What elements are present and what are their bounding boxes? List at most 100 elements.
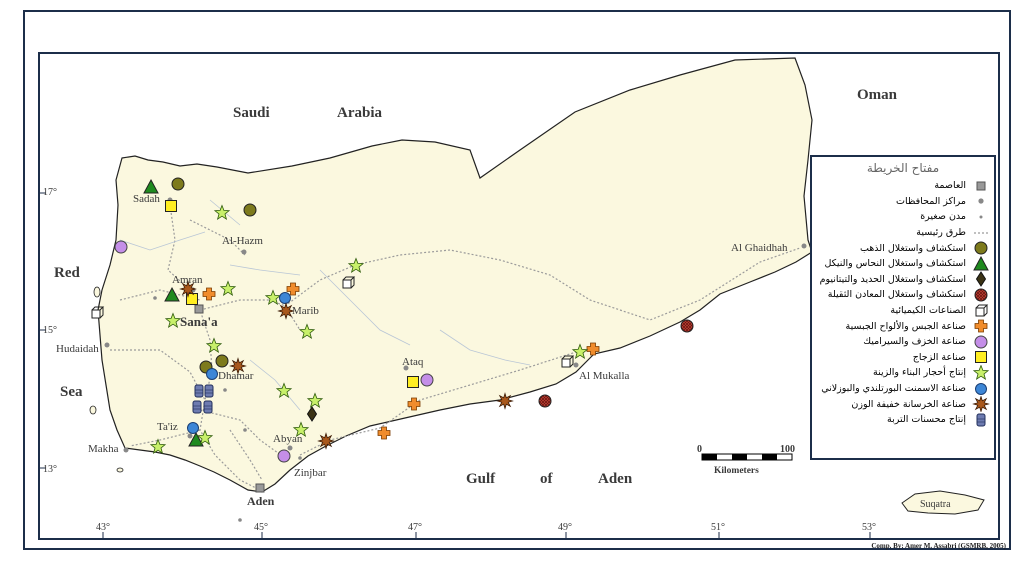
building-stone-star-icon — [347, 257, 365, 274]
taiz-label: Ta'iz — [157, 421, 178, 433]
cement-circle-icon — [972, 382, 990, 396]
legend-row: استكشاف واستغلال النحاس والنيكل — [812, 255, 994, 272]
saudi-label: Saudi — [233, 105, 270, 121]
lon-45-label: 45° — [254, 522, 268, 533]
copper-nickel-triangle-icon — [972, 255, 990, 271]
abyan-label: Abyan — [273, 433, 303, 445]
gypsum-cross-icon — [202, 287, 216, 301]
chemical-cube-icon — [91, 306, 105, 319]
building-stone-star-icon — [972, 364, 990, 380]
legend-row: الصناعات الكيميائية — [812, 303, 994, 319]
building-stone-star-icon — [219, 280, 237, 297]
soil-barrel-icon — [194, 384, 204, 398]
aden-label: Aden — [247, 494, 275, 508]
legend-label: إنتاج أحجار البناء والزينة — [873, 367, 966, 379]
legend-label: إنتاج محسنات التربة — [887, 414, 966, 426]
copper-nickel-triangle-icon — [143, 178, 159, 194]
ceramics-circle-icon — [114, 240, 128, 254]
lat-17-label: 17° — [43, 187, 57, 198]
aden-sea-label: Aden — [598, 471, 633, 487]
city-labels: Sana'a Aden Sadah Al-Hazm Amran Marib Hu… — [56, 193, 951, 510]
lightweight-concrete-burst-icon — [277, 302, 295, 320]
suqatra-label: Suqatra — [920, 499, 951, 510]
legend-row: إنتاج محسنات التربة — [812, 412, 994, 428]
scale-end-label: 100 — [780, 444, 795, 455]
building-stone-star-icon — [213, 204, 231, 221]
chemical-cube-icon — [561, 355, 575, 368]
glass-square-icon — [972, 350, 990, 364]
legend-label: طرق رئيسية — [916, 227, 966, 239]
arabia-label: Arabia — [337, 105, 383, 121]
legend-label: مدن صغيرة — [920, 211, 966, 223]
scale-start-label: 0 — [697, 444, 702, 455]
legend-label: استكشاف واستغلال النحاس والنيكل — [824, 258, 966, 270]
legend-label: العاصمة — [934, 180, 966, 192]
coordinate-labels: 17° 15° 13° 43° 45° 47° 49° 51° 53° — [43, 187, 876, 533]
zinjbar-label: Zinjbar — [294, 467, 327, 479]
governorate-dot-icon — [972, 194, 990, 208]
sanaa-label: Sana'a — [180, 314, 218, 329]
lightweight-concrete-burst-icon — [229, 357, 247, 375]
gypsum-cross-icon — [407, 397, 421, 411]
legend-row: مراكز المحافظات — [812, 194, 994, 210]
wadis — [119, 199, 531, 411]
legend-row: صناعة الجبس والألواح الجبسية — [812, 318, 994, 334]
map-frame — [38, 52, 1000, 540]
small-city-dot-icon — [972, 210, 990, 224]
sea-label: Sea — [60, 384, 83, 400]
capital-square-icon — [972, 179, 990, 193]
legend-row: العاصمة — [812, 178, 994, 194]
gulf-label: Gulf — [466, 471, 496, 487]
makha-label: Makha — [88, 443, 119, 455]
lightweight-concrete-burst-icon — [972, 396, 990, 413]
heavy-metals-hatched-circle-icon — [972, 288, 990, 302]
al-mukalla-label: Al Mukalla — [579, 370, 630, 382]
building-stone-star-icon — [164, 312, 182, 329]
building-stone-star-icon — [571, 343, 589, 360]
scale-unit-label: Kilometers — [714, 466, 759, 476]
legend-label: صناعة الجبس والألواح الجبسية — [845, 320, 966, 332]
legend-label: استكشاف واستغلال الحديد والتيتانيوم — [819, 273, 966, 285]
legend-row: صناعة الخرسانة خفيفة الوزن — [812, 396, 994, 413]
lon-43-label: 43° — [96, 522, 110, 533]
al-ghaidhah-label: Al Ghaidhah — [731, 242, 788, 254]
oman-label: Oman — [857, 87, 898, 103]
building-stone-star-icon — [306, 392, 324, 409]
building-stone-star-icon — [298, 323, 316, 340]
hudaidah-label: Hudaidah — [56, 343, 99, 355]
graticule-ticks — [40, 192, 871, 538]
hanish-island — [89, 405, 97, 415]
building-stone-star-icon — [205, 337, 223, 354]
marib-label: Marib — [292, 305, 319, 317]
soil-barrel-icon — [972, 413, 990, 427]
legend-row: استكشاف واستغلال الحديد والتيتانيوم — [812, 271, 994, 288]
legend-row: طرق رئيسية — [812, 225, 994, 241]
legend-row: صناعة الخزف والسيراميك — [812, 334, 994, 350]
legend-label: صناعة الخرسانة خفيفة الوزن — [851, 398, 966, 410]
cement-circle-icon — [279, 292, 291, 304]
legend-label: مراكز المحافظات — [896, 195, 966, 207]
mineral-symbols — [91, 177, 694, 463]
legend-row: مدن صغيرة — [812, 209, 994, 225]
glass-square-icon — [407, 376, 419, 388]
suqatra-island — [901, 490, 985, 515]
sanaa-capital-icon — [194, 304, 204, 314]
copper-nickel-triangle-icon — [164, 286, 180, 302]
legend-row: صناعة الاسمنت البورتلندي والبوزلاني — [812, 381, 994, 397]
chemical-cube-icon — [972, 304, 990, 318]
lon-53-label: 53° — [862, 522, 876, 533]
dhamar-label: Dhamar — [218, 370, 254, 382]
aden-capital-icon — [255, 483, 265, 493]
soil-barrel-icon — [203, 400, 213, 414]
lightweight-concrete-burst-icon — [317, 432, 335, 450]
outer-frame — [23, 10, 1011, 550]
legend-label: الصناعات الكيميائية — [890, 305, 966, 317]
legend-row: إنتاج أحجار البناء والزينة — [812, 364, 994, 381]
gypsum-cross-icon — [972, 319, 990, 333]
gold-circle-icon — [171, 177, 185, 191]
building-stone-star-icon — [264, 289, 282, 306]
sadah-label: Sadah — [133, 193, 160, 205]
legend-label: صناعة الخزف والسيراميك — [863, 336, 966, 348]
heavy-metals-hatched-circle-icon — [538, 394, 552, 408]
building-stone-star-icon — [149, 438, 167, 455]
